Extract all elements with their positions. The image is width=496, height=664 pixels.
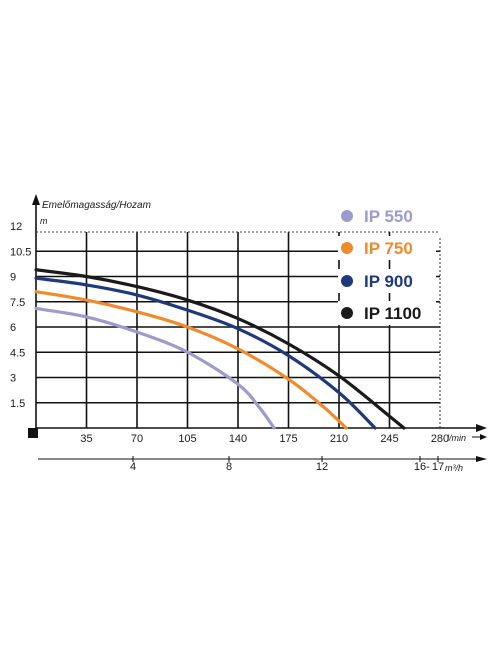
y-axis-arrow [32, 194, 40, 205]
x-tick-label: 280 [431, 433, 449, 445]
x-axis-arrow [476, 424, 487, 432]
x-unit-arrow-head [480, 434, 487, 440]
x-tick-label: 175 [279, 433, 297, 445]
y-tick-label: 10.5 [10, 246, 31, 258]
legend-bg-ip-900 [338, 269, 436, 293]
legend-marker-ip-550 [341, 210, 353, 222]
series-lines [34, 268, 406, 430]
legend-label-ip-550: IP 550 [364, 207, 413, 226]
legend-bg-ip-1100 [338, 301, 436, 325]
origin-square [28, 428, 38, 438]
y-tick-label: 3 [10, 373, 16, 385]
y-axis-title: Emelőmagasság/Hozam [42, 200, 151, 211]
x-tick-label: 105 [178, 433, 196, 445]
legend-bg-ip-550 [338, 204, 436, 228]
legend: IP 550 IP 750 IP 900 IP 1100 [338, 204, 436, 325]
series-line-ip-550 [34, 306, 276, 430]
x-tick-label: 70 [131, 433, 143, 445]
y-tick-label: 9 [10, 272, 16, 284]
legend-label-ip-1100: IP 1100 [364, 304, 421, 323]
series-line-ip-900 [34, 276, 377, 430]
y-axis-unit: m [40, 216, 48, 226]
series-line-ip-1100 [34, 268, 406, 430]
x2-tick-label: 8 [226, 461, 232, 473]
x2-tick-label: 17 [432, 461, 444, 473]
x-axis-unit: l/min [447, 433, 466, 443]
legend-bg-ip-750 [338, 236, 436, 260]
x-tick-label: 210 [330, 433, 348, 445]
series-line-ip-750 [34, 290, 348, 430]
legend-marker-ip-900 [341, 275, 353, 287]
x2-tick-label: 16 [414, 461, 426, 473]
y-tick-label: 4.5 [10, 347, 25, 359]
x2-tick-label: 12 [316, 461, 328, 473]
legend-label-ip-900: IP 900 [364, 272, 413, 291]
x-tick-label: 140 [229, 433, 247, 445]
legend-marker-ip-750 [341, 242, 353, 254]
y-tick-label: 12 [10, 221, 22, 233]
legend-marker-ip-1100 [341, 307, 353, 319]
x2-axis-unit: m³/h [445, 463, 463, 473]
y-tick-label: 6 [10, 322, 16, 334]
x2-tick-label: 4 [130, 461, 136, 473]
legend-label-ip-750: IP 750 [364, 239, 413, 258]
y-tick-label: 7.5 [10, 297, 25, 309]
secondary-axis-arrow [476, 456, 487, 462]
x2-range-dash: - [426, 461, 430, 473]
tick-labels: 1.5 3 4.5 6 7.5 9 10.5 12 35 70 105 140 175 210 245 280… [10, 200, 466, 473]
x-tick-label: 35 [80, 433, 92, 445]
x-tick-label: 245 [380, 433, 398, 445]
y-tick-label: 1.5 [10, 398, 25, 410]
axes [28, 194, 487, 462]
grid [36, 231, 441, 428]
